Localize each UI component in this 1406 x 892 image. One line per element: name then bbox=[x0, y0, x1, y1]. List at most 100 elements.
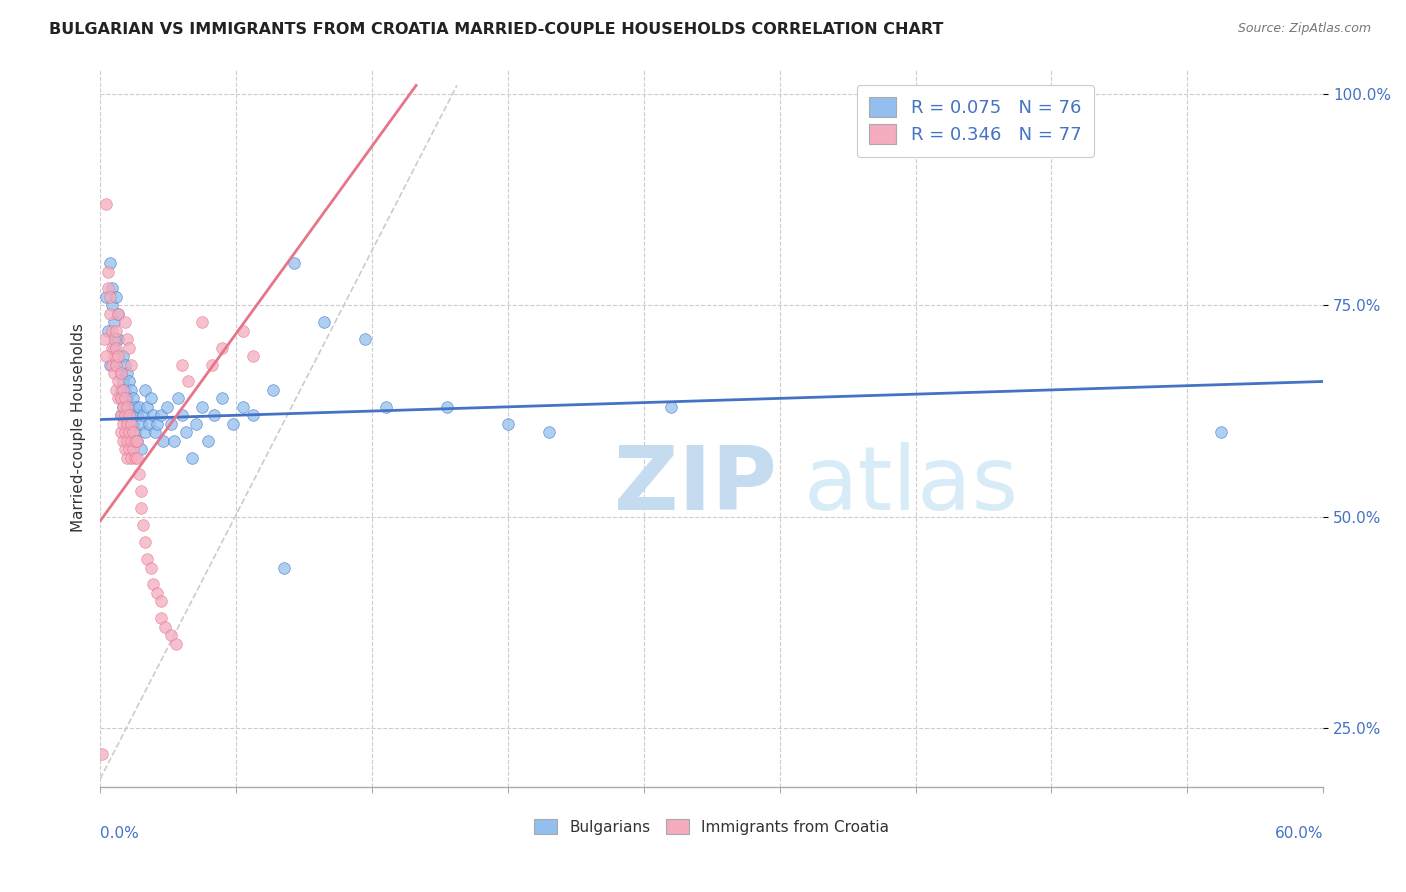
Point bbox=[101, 341, 124, 355]
Point bbox=[118, 409, 141, 423]
Point bbox=[120, 417, 142, 431]
Point bbox=[93, 332, 115, 346]
Point bbox=[120, 383, 142, 397]
Point bbox=[150, 611, 173, 625]
Point bbox=[191, 315, 214, 329]
Point bbox=[191, 400, 214, 414]
Point bbox=[177, 375, 200, 389]
Point bbox=[124, 425, 146, 440]
Point bbox=[115, 366, 138, 380]
Point bbox=[114, 392, 136, 406]
Text: Source: ZipAtlas.com: Source: ZipAtlas.com bbox=[1237, 22, 1371, 36]
Point bbox=[202, 409, 225, 423]
Point bbox=[111, 383, 134, 397]
Point bbox=[114, 442, 136, 456]
Point bbox=[110, 366, 132, 380]
Point bbox=[118, 425, 141, 440]
Point bbox=[134, 535, 156, 549]
Text: 0.0%: 0.0% bbox=[100, 826, 139, 841]
Point bbox=[143, 425, 166, 440]
Point bbox=[170, 409, 193, 423]
Point bbox=[132, 518, 155, 533]
Point bbox=[118, 442, 141, 456]
Point bbox=[125, 450, 148, 465]
Point bbox=[114, 383, 136, 397]
Point bbox=[110, 409, 132, 423]
Text: 60.0%: 60.0% bbox=[1275, 826, 1323, 841]
Point bbox=[103, 332, 125, 346]
Point bbox=[136, 552, 159, 566]
Point bbox=[111, 349, 134, 363]
Point bbox=[98, 290, 121, 304]
Point bbox=[129, 484, 152, 499]
Point bbox=[124, 400, 146, 414]
Point bbox=[110, 392, 132, 406]
Text: atlas: atlas bbox=[803, 442, 1018, 529]
Point bbox=[1211, 425, 1233, 440]
Point bbox=[166, 392, 188, 406]
Point bbox=[139, 560, 162, 574]
Point bbox=[125, 434, 148, 448]
Point bbox=[98, 307, 121, 321]
Point bbox=[115, 450, 138, 465]
Point bbox=[496, 417, 519, 431]
Point bbox=[103, 341, 125, 355]
Point bbox=[111, 434, 134, 448]
Point bbox=[152, 434, 174, 448]
Point bbox=[232, 400, 254, 414]
Point bbox=[97, 324, 120, 338]
Point bbox=[150, 594, 173, 608]
Point bbox=[114, 315, 136, 329]
Point bbox=[114, 409, 136, 423]
Point bbox=[98, 358, 121, 372]
Point bbox=[107, 375, 129, 389]
Point bbox=[111, 400, 134, 414]
Point bbox=[107, 307, 129, 321]
Text: BULGARIAN VS IMMIGRANTS FROM CROATIA MARRIED-COUPLE HOUSEHOLDS CORRELATION CHART: BULGARIAN VS IMMIGRANTS FROM CROATIA MAR… bbox=[49, 22, 943, 37]
Point bbox=[262, 383, 284, 397]
Y-axis label: Married-couple Households: Married-couple Households bbox=[72, 324, 86, 533]
Point bbox=[120, 358, 142, 372]
Point bbox=[124, 450, 146, 465]
Point bbox=[105, 358, 128, 372]
Point bbox=[115, 417, 138, 431]
Point bbox=[150, 409, 173, 423]
Point bbox=[111, 375, 134, 389]
Point bbox=[125, 409, 148, 423]
Point bbox=[91, 747, 114, 761]
Point bbox=[114, 425, 136, 440]
Point bbox=[101, 324, 124, 338]
Point bbox=[146, 586, 169, 600]
Point bbox=[111, 417, 134, 431]
Point bbox=[121, 392, 143, 406]
Point bbox=[242, 349, 264, 363]
Point bbox=[201, 358, 224, 372]
Point bbox=[110, 392, 132, 406]
Point bbox=[105, 332, 128, 346]
Point bbox=[184, 417, 207, 431]
Point bbox=[129, 501, 152, 516]
Point bbox=[134, 383, 156, 397]
Point bbox=[105, 290, 128, 304]
Point bbox=[120, 409, 142, 423]
Point bbox=[232, 324, 254, 338]
Point bbox=[107, 349, 129, 363]
Point bbox=[174, 425, 197, 440]
Point bbox=[105, 324, 128, 338]
Point bbox=[115, 392, 138, 406]
Point bbox=[162, 434, 184, 448]
Point bbox=[374, 400, 396, 414]
Point bbox=[121, 417, 143, 431]
Point bbox=[211, 341, 233, 355]
Point bbox=[242, 409, 264, 423]
Point bbox=[160, 628, 183, 642]
Point bbox=[115, 332, 138, 346]
Point bbox=[129, 417, 152, 431]
Point bbox=[114, 409, 136, 423]
Point bbox=[160, 417, 183, 431]
Point bbox=[129, 442, 152, 456]
Point bbox=[107, 332, 129, 346]
Point bbox=[170, 358, 193, 372]
Point bbox=[120, 434, 142, 448]
Point bbox=[107, 307, 129, 321]
